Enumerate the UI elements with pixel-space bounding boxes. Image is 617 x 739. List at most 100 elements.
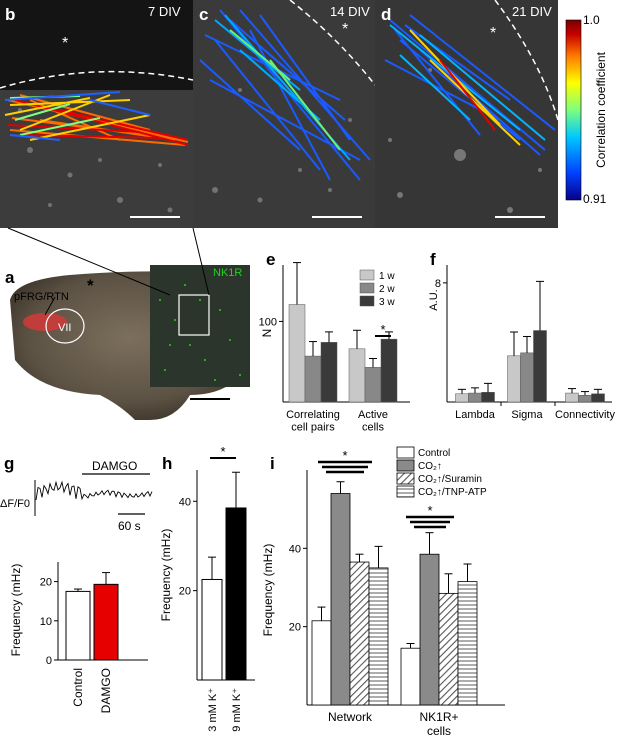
e-category-label-1: Active cells bbox=[358, 409, 388, 434]
network-graph-21div bbox=[384, 14, 556, 156]
panel-d-time-label: 21 DIV bbox=[512, 4, 552, 19]
h-bar-0 bbox=[201, 578, 223, 681]
i-legend-swatch-co bbox=[396, 459, 415, 472]
panel-h-letter: h bbox=[162, 454, 172, 473]
i-category-label-0: Network bbox=[328, 710, 373, 724]
colorbar-min-label: 0.91 bbox=[583, 192, 607, 206]
f-bar-3-w-lambda bbox=[481, 392, 495, 403]
panel-a-nucleus-label: VII bbox=[58, 322, 71, 334]
panel-b-time-label: 7 DIV bbox=[148, 4, 181, 19]
e-legend-swatch-2-w bbox=[359, 282, 375, 294]
i-legend-swatch-co-suramin bbox=[396, 472, 415, 485]
panel-f-letter: f bbox=[430, 250, 436, 269]
i-bar-co-tnp-atp-1 bbox=[457, 581, 478, 706]
i-legend-label-control: Control bbox=[418, 448, 450, 459]
colorbar bbox=[565, 19, 582, 201]
panel-d-letter: d bbox=[381, 5, 391, 24]
f-ytick-label: 8 bbox=[435, 278, 441, 290]
i-bar-co-suramin-0 bbox=[349, 561, 370, 706]
g-bar-control bbox=[65, 590, 91, 661]
i-category-label-1: NK1R+ cells bbox=[419, 710, 458, 738]
f-bar-1-w-lambda bbox=[455, 393, 469, 403]
e-legend-label-2-w: 2 w bbox=[379, 284, 395, 295]
i-ytick-label: 40 bbox=[289, 543, 301, 555]
e-ytick-label: 100 bbox=[259, 316, 277, 328]
chart-h-frequency: 20 40 Frequency (mHz) 3 mM K⁺ 9 mM K⁺ * bbox=[159, 444, 255, 732]
panel-c-image bbox=[193, 0, 376, 228]
g-trace-ylabel: ΔF/F0 bbox=[0, 498, 30, 510]
f-bar-1-w-sigma bbox=[507, 355, 521, 403]
panel-d-image bbox=[375, 0, 559, 228]
f-bar-2-w-sigma bbox=[520, 352, 534, 403]
chart-g-calcium-trace: DAMGO ΔF/F0 60 s bbox=[0, 459, 153, 533]
e-bar-3-w-0 bbox=[320, 342, 338, 403]
e-bar-1-w-0 bbox=[288, 304, 306, 403]
g-damgo-label: DAMGO bbox=[92, 459, 137, 473]
i-significance-star-1: * bbox=[427, 503, 432, 518]
panel-a-marker-label: NK1R bbox=[213, 267, 242, 279]
panel-b-letter: b bbox=[5, 5, 15, 24]
i-legend-label-co-suramin: CO₂↑/Suramin bbox=[418, 474, 482, 485]
g-ylabel: Frequency (mHz) bbox=[9, 564, 23, 657]
colorbar-max-label: 1.0 bbox=[583, 13, 600, 27]
e-category-label-0: Correlating cell pairs bbox=[286, 409, 340, 434]
panel-a-region-label: pFRG/RTN bbox=[14, 291, 69, 303]
e-legend-label-1-w: 1 w bbox=[379, 271, 395, 282]
f-category-label-sigma: Sigma bbox=[511, 409, 543, 421]
i-legend-swatch-control bbox=[396, 446, 415, 459]
colorbar-title: Correlation coefficient bbox=[594, 51, 608, 168]
i-ytick-label: 20 bbox=[289, 622, 301, 634]
e-ylabel: N bbox=[260, 329, 274, 338]
e-bar-2-w-1 bbox=[364, 367, 382, 403]
panel-g-letter: g bbox=[4, 454, 14, 473]
f-category-label-connectivity: Connectivity bbox=[555, 409, 615, 421]
e-bar-2-w-0 bbox=[304, 355, 322, 403]
h-significance-star: * bbox=[220, 444, 225, 459]
network-graph-14div bbox=[199, 9, 371, 181]
panel-b-star: * bbox=[62, 35, 68, 52]
g-category-label-control: Control bbox=[71, 668, 85, 707]
chart-f-network-metrics: 8A.U. Lambda Sigma Connectivity bbox=[428, 265, 615, 421]
panel-i-letter: i bbox=[270, 454, 275, 473]
h-ylabel: Frequency (mHz) bbox=[159, 529, 173, 622]
e-legend-swatch-3-w bbox=[359, 295, 375, 307]
g-category-label-damgo: DAMGO bbox=[99, 668, 113, 713]
e-bar-3-w-1 bbox=[380, 338, 398, 403]
i-legend-label-co-tnp-atp: CO₂↑/TNP-ATP bbox=[418, 487, 487, 498]
e-legend-swatch-1-w bbox=[359, 269, 375, 281]
f-ylabel: A.U. bbox=[428, 289, 440, 310]
g-bar-damgo bbox=[93, 583, 119, 661]
i-legend-swatch-co-tnp-atp bbox=[396, 485, 415, 498]
chart-i-frequency: 20 40 Frequency (mHz) Network NK1R+ cells * * Co… bbox=[261, 446, 505, 738]
g-trace-line bbox=[35, 480, 153, 501]
network-graph-7div bbox=[4, 91, 189, 146]
e-bar-1-w-1 bbox=[348, 348, 366, 403]
panel-a-image bbox=[7, 227, 250, 420]
e-legend-label-3-w: 3 w bbox=[379, 297, 395, 308]
i-bar-control-1 bbox=[400, 647, 421, 706]
i-bar-control-0 bbox=[311, 620, 332, 706]
g-ytick-label: 20 bbox=[40, 577, 52, 589]
i-legend-label-co: CO₂↑ bbox=[418, 461, 442, 472]
e-significance-star: * bbox=[380, 322, 385, 337]
h-category-label-1: 9 mM K⁺ bbox=[231, 688, 243, 732]
panel-c-letter: c bbox=[199, 5, 208, 24]
g-ytick-label: 10 bbox=[40, 616, 52, 628]
panel-e-letter: e bbox=[266, 250, 275, 269]
i-ylabel: Frequency (mHz) bbox=[261, 544, 275, 637]
chart-g-frequency: 0 10 20 Frequency (mHz) Control DAMGO bbox=[9, 562, 148, 713]
g-scalebar-label: 60 s bbox=[118, 519, 141, 533]
h-bar-1 bbox=[225, 507, 247, 681]
f-bar-2-w-lambda bbox=[468, 392, 482, 403]
panel-c-time-label: 14 DIV bbox=[330, 4, 370, 19]
f-bar-1-w-connectivity bbox=[565, 392, 579, 403]
i-bar-co-1 bbox=[419, 553, 440, 706]
i-bar-co-tnp-atp-0 bbox=[368, 567, 389, 706]
h-category-label-0: 3 mM K⁺ bbox=[207, 688, 219, 732]
g-ytick-label: 0 bbox=[46, 655, 52, 667]
f-bar-3-w-connectivity bbox=[591, 393, 605, 403]
f-bar-2-w-connectivity bbox=[578, 395, 592, 403]
i-bar-co-suramin-1 bbox=[438, 592, 459, 706]
